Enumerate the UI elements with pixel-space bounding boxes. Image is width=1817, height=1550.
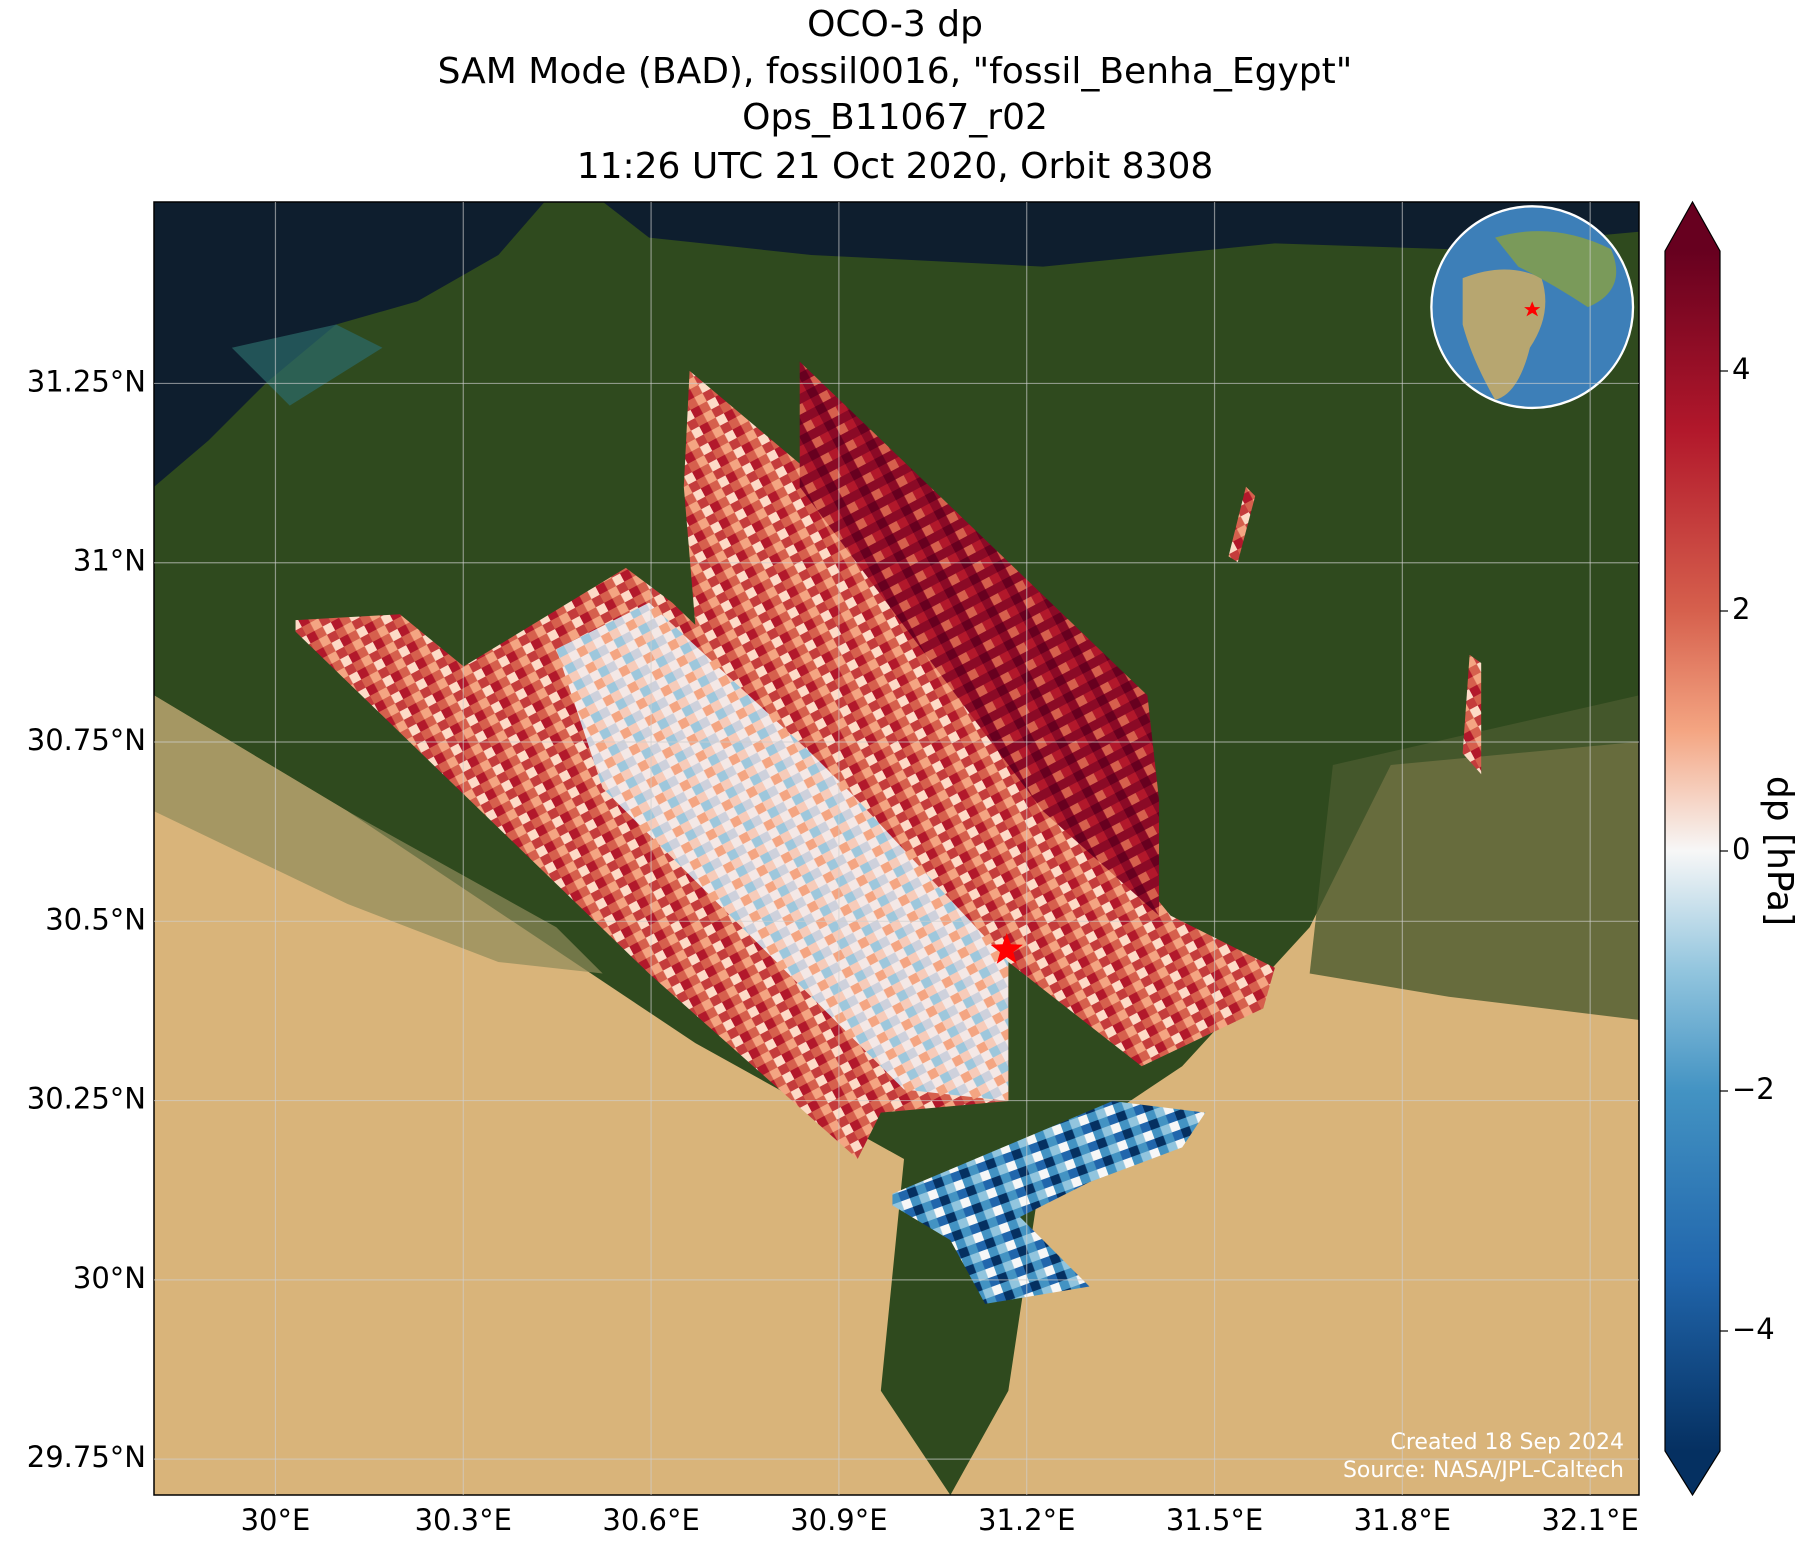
x-tick-label: 30.9°E [790, 1503, 887, 1537]
site-marker [990, 933, 1023, 964]
y-tick-label: 31°N [73, 544, 146, 578]
swath [1228, 486, 1256, 563]
x-tick-label: 32.1°E [1541, 1503, 1638, 1537]
basemap [154, 202, 1639, 1495]
swath [892, 1101, 1206, 1304]
sea [154, 202, 545, 487]
annotation: Source: NASA/JPL-Caltech [1343, 1458, 1624, 1483]
map [154, 202, 1639, 1495]
title-line: Ops_B11067_r02 [742, 97, 1048, 138]
swath [799, 361, 1159, 916]
y-tick-label: 29.75°N [27, 1440, 146, 1474]
swath [556, 602, 1009, 1102]
transition [154, 695, 603, 974]
annotation: Created 18 Sep 2024 [1391, 1430, 1625, 1455]
globe-site [1524, 301, 1541, 317]
colorbar-label: dp [hPa] [1759, 776, 1800, 926]
colorbar-tick-label: 4 [1732, 352, 1750, 386]
y-tick-label: 30.5°N [45, 902, 146, 936]
sea [603, 202, 1639, 267]
colorbar-tick-label: −2 [1732, 1072, 1775, 1106]
globe-land [1462, 269, 1546, 400]
y-tick-label: 30.25°N [27, 1082, 146, 1116]
x-tick-label: 31.2°E [978, 1503, 1075, 1537]
title-line: 11:26 UTC 21 Oct 2020, Orbit 8308 [577, 146, 1214, 187]
y-tick-label: 30.75°N [27, 723, 146, 757]
globe-land [1495, 231, 1617, 308]
colorbar-outline [1664, 200, 1721, 1497]
colorbar-tick-label: 0 [1732, 832, 1750, 866]
x-tick-label: 30.3°E [415, 1503, 512, 1537]
colorbar-extend [1665, 1451, 1720, 1495]
x-tick-label: 31.5°E [1166, 1503, 1263, 1537]
colorbar [1665, 251, 1720, 1451]
y-tick-label: 31.25°N [27, 364, 146, 398]
colorbar-extend [1665, 202, 1720, 251]
colorbar-tick-label: 2 [1732, 592, 1750, 626]
colorbar-tick-label: −4 [1732, 1312, 1775, 1346]
y-tick-label: 30°N [73, 1261, 146, 1295]
east-fields [1309, 695, 1639, 1020]
x-tick-label: 31.8°E [1354, 1503, 1451, 1537]
x-tick-label: 30.6°E [602, 1503, 699, 1537]
map-frame [153, 201, 1640, 1496]
x-tick-label: 30°E [241, 1503, 311, 1537]
swath [1462, 654, 1482, 775]
title-line: OCO-3 dp [807, 4, 983, 45]
title-line: SAM Mode (BAD), fossil0016, "fossil_Benh… [438, 51, 1353, 92]
